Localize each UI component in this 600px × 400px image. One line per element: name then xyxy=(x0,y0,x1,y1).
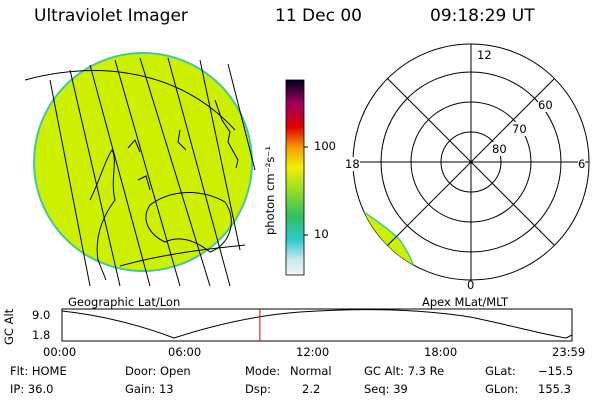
status-dsp-value: 2.2 xyxy=(302,382,321,396)
status-dsp-label: Dsp: xyxy=(245,382,272,396)
orbit-xtick-1200: 12:00 xyxy=(296,345,330,359)
orbit-axis-label: GC Alt xyxy=(2,308,16,345)
right-panel-label: Apex MLat/MLT xyxy=(422,295,509,309)
polar-plot xyxy=(352,43,590,281)
mlat-label-60: 60 xyxy=(538,98,553,112)
status-glat-label: GLat: xyxy=(485,364,516,378)
orbit-plot xyxy=(61,308,573,342)
orbit-xtick-1800: 18:00 xyxy=(424,345,458,359)
mlt-label-12: 12 xyxy=(477,48,492,62)
mlat-label-70: 70 xyxy=(512,122,527,136)
image-disk xyxy=(33,52,253,272)
coastlines xyxy=(89,99,239,281)
status-seq: Seq: 39 xyxy=(364,382,408,396)
status-gc-alt: GC Alt: 7.3 Re xyxy=(364,364,445,378)
status-glon-label: GLon: xyxy=(485,382,519,396)
status-mode-value: Normal xyxy=(290,364,332,378)
status-ip: IP: 36.0 xyxy=(10,382,54,396)
time-label: 09:18:29 UT xyxy=(430,6,535,26)
mlt-label-6: 6 xyxy=(578,157,586,171)
orbit-ytick-9: 9.0 xyxy=(32,308,51,322)
status-glat-value: −15.5 xyxy=(538,364,574,378)
status-door: Door: Open xyxy=(125,364,191,378)
colorbar-tick-10: 10 xyxy=(314,227,329,241)
mlt-label-18: 18 xyxy=(345,157,360,171)
left-panel-label: Geographic Lat/Lon xyxy=(68,295,181,309)
orbit-ytick-1.8: 1.8 xyxy=(32,328,51,342)
status-flight: Flt: HOME xyxy=(10,364,67,378)
mlat-label-80: 80 xyxy=(492,142,507,156)
parallel-lines xyxy=(24,70,246,267)
status-gain: Gain: 13 xyxy=(125,382,174,396)
orbit-altitude-curve xyxy=(61,309,573,339)
meridian-lines xyxy=(49,57,256,286)
geographic-image xyxy=(24,52,256,286)
colorbar-unit-label: photon cm⁻²s⁻¹ xyxy=(263,146,277,235)
instrument-title: Ultraviolet Imager xyxy=(34,6,188,26)
orbit-xtick-2359: 23:59 xyxy=(552,345,586,359)
mlt-label-0: 0 xyxy=(467,278,475,292)
colorbar-gradient xyxy=(285,79,305,276)
orbit-plot-frame xyxy=(61,308,573,342)
status-glon-value: 155.3 xyxy=(538,382,571,396)
date-label: 11 Dec 00 xyxy=(275,6,362,26)
orbit-xtick-0000: 00:00 xyxy=(43,345,77,359)
orbit-xtick-0600: 06:00 xyxy=(168,345,202,359)
polar-grid xyxy=(353,44,589,280)
colorbar xyxy=(285,79,308,276)
status-mode-label: Mode: xyxy=(245,364,281,378)
colorbar-tick-100: 100 xyxy=(314,139,336,153)
